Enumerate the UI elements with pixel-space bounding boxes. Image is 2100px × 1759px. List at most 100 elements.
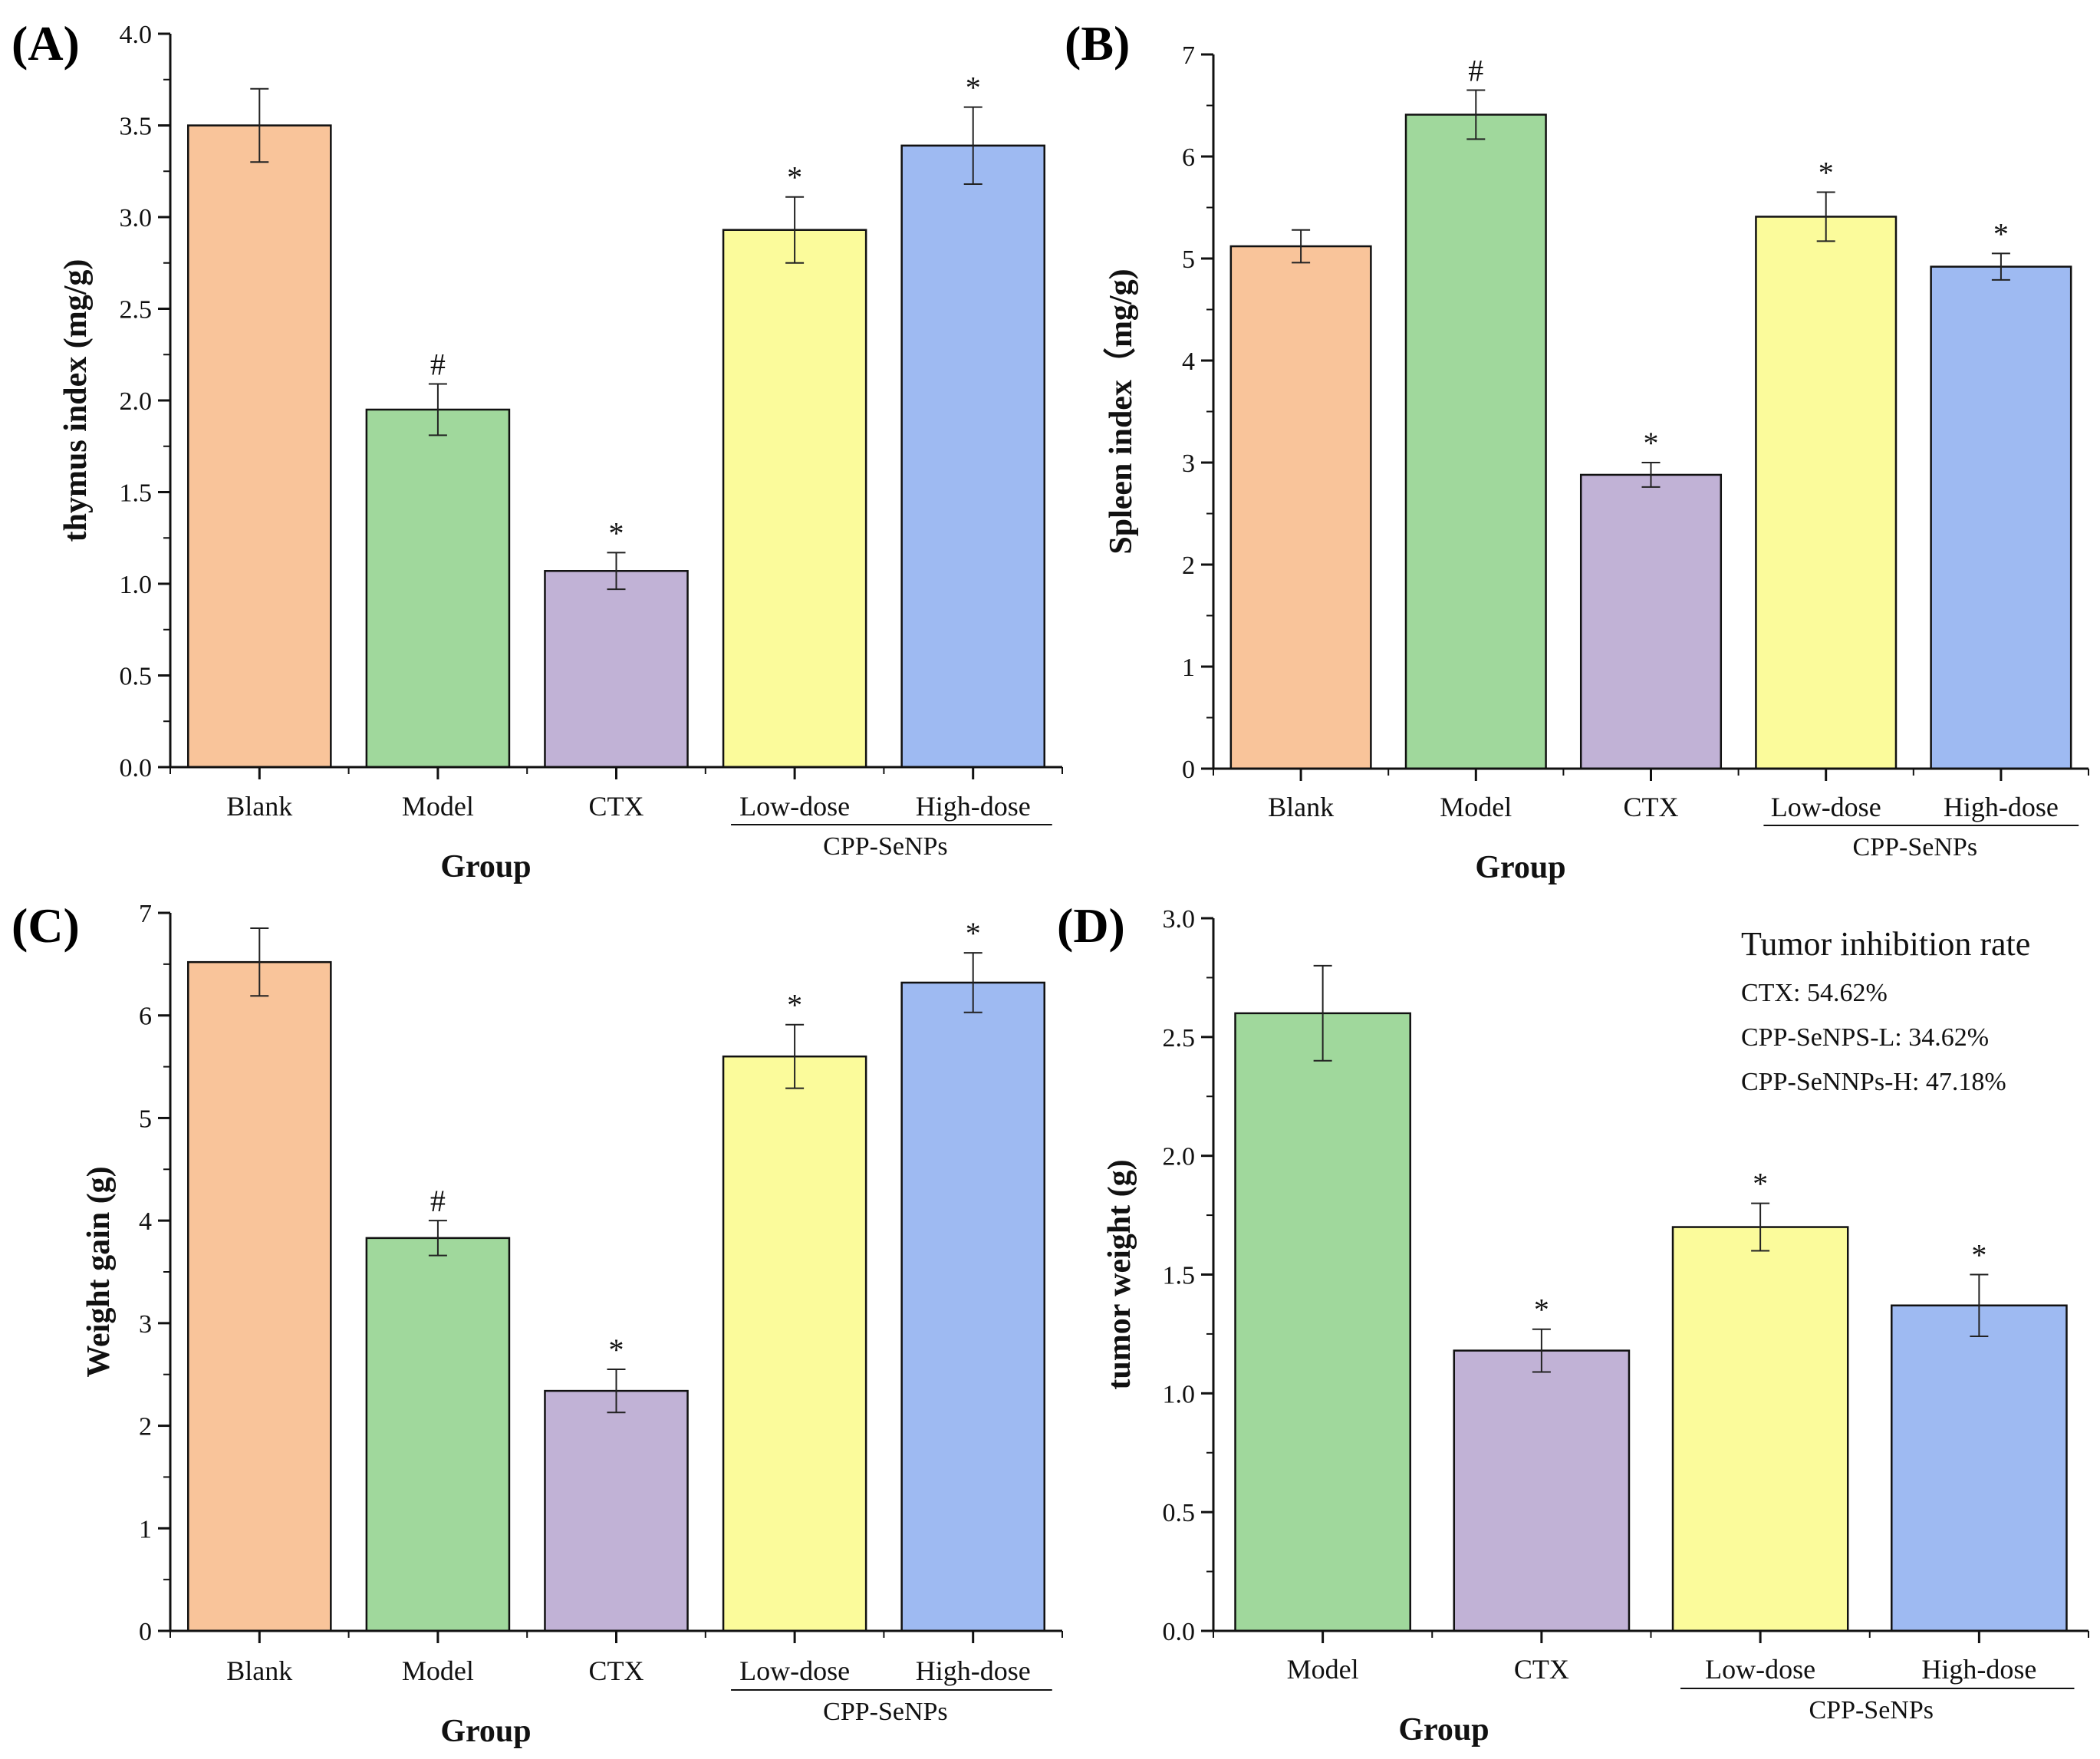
y-axis-title: tumor weight (g) xyxy=(1102,1159,1137,1389)
significance-mark: * xyxy=(966,71,981,105)
bar-high-dose xyxy=(1891,1304,2068,1632)
y-tick-label: 1.5 xyxy=(120,479,153,508)
x-category-label: CTX xyxy=(589,791,644,822)
bar-model xyxy=(365,1237,511,1632)
y-tick-label: 4 xyxy=(1182,348,1195,376)
y-tick-label: 2.0 xyxy=(1163,1143,1196,1171)
bar-low-dose xyxy=(722,1055,867,1632)
significance-mark: * xyxy=(787,160,802,195)
panel-label: (C) xyxy=(12,898,80,953)
x-category-label: Blank xyxy=(226,791,292,822)
y-tick-label: 5 xyxy=(1182,245,1195,274)
y-axis-title: Weight gain (g) xyxy=(81,1166,117,1377)
significance-mark: * xyxy=(1534,1293,1549,1327)
significance-mark: # xyxy=(430,347,446,381)
significance-mark: # xyxy=(1468,54,1483,88)
significance-mark: * xyxy=(787,988,802,1023)
panel-d: (D) * * * 0.0 0.5 1.0 1.5 2.0 2.5 3.0 Model CTX Lo… xyxy=(1057,898,2089,1747)
significance-mark: * xyxy=(1644,426,1659,460)
significance-mark: * xyxy=(609,516,624,550)
x-category-label: Model xyxy=(1440,792,1512,822)
y-tick-label: 1.0 xyxy=(120,571,153,599)
y-tick-label: 2 xyxy=(139,1413,152,1441)
bar-blank xyxy=(187,124,332,769)
x-category-label: Low-dose xyxy=(739,791,850,822)
x-category-label: Low-dose xyxy=(739,1655,850,1686)
y-tick-label: 6 xyxy=(139,1003,152,1031)
y-tick-label: 6 xyxy=(1182,143,1195,172)
x-category-label: High-dose xyxy=(1944,792,2059,822)
y-tick-label: 1.5 xyxy=(1163,1262,1196,1290)
significance-mark: # xyxy=(430,1184,446,1218)
y-tick-label: 7 xyxy=(139,900,152,928)
group-label: CPP-SeNPs xyxy=(823,832,948,861)
y-tick-label: 2.0 xyxy=(120,387,153,416)
bar-high-dose xyxy=(900,144,1045,769)
bar-low-dose xyxy=(1671,1226,1849,1632)
bar-model xyxy=(365,408,511,769)
bar-high-dose xyxy=(1930,265,2072,770)
y-tick-label: 3.0 xyxy=(1163,905,1196,934)
bar-high-dose xyxy=(900,981,1045,1632)
bar-blank xyxy=(1229,245,1372,770)
group-label: CPP-SeNPs xyxy=(823,1698,948,1726)
x-axis-title: Group xyxy=(440,1714,531,1749)
bar-low-dose xyxy=(1755,216,1898,770)
y-axis-title: thymus index (mg/g) xyxy=(58,259,94,542)
x-category-label: Low-dose xyxy=(1771,792,1881,822)
y-tick-label: 7 xyxy=(1182,41,1195,70)
y-tick-label: 5 xyxy=(139,1105,152,1133)
y-tick-label: 2.5 xyxy=(1163,1024,1196,1052)
significance-mark: * xyxy=(1753,1167,1768,1201)
y-tick-label: 0.0 xyxy=(120,754,153,782)
panel-a: (A) # * * * 0.0 0.5 1.0 1.5 2.0 2.5 3.0 3.5 4.0 Bla… xyxy=(12,16,1063,884)
y-tick-label: 0.0 xyxy=(1163,1618,1196,1646)
x-category-label: High-dose xyxy=(1921,1654,2036,1685)
annotation-title: Tumor inhibition rate xyxy=(1741,925,2030,963)
bar-blank xyxy=(187,960,332,1632)
y-tick-label: 3.5 xyxy=(120,113,153,141)
x-axis-title: Group xyxy=(440,849,531,884)
bar-model xyxy=(1234,1012,1411,1632)
y-tick-label: 1.0 xyxy=(1163,1380,1196,1408)
annotation-line: CPP-SeNPS-L: 34.62% xyxy=(1741,1023,1989,1052)
y-axis-title: Spleen index（mg/g) xyxy=(1103,268,1139,554)
x-category-label: Model xyxy=(402,1655,474,1686)
y-tick-label: 4 xyxy=(139,1207,152,1236)
y-tick-label: 1 xyxy=(1182,654,1195,682)
group-label: CPP-SeNPs xyxy=(1809,1696,1934,1724)
panel-b: (B) # * * * 0 1 2 3 4 5 6 7 Blank Model CTX Low-dose H… xyxy=(1065,16,2089,885)
y-tick-label: 2.5 xyxy=(120,296,153,324)
annotation-line: CPP-SeNNPs-H: 47.18% xyxy=(1741,1068,2006,1096)
x-category-label: Low-dose xyxy=(1705,1654,1815,1685)
bar-ctx xyxy=(1579,473,1723,770)
x-category-label: Blank xyxy=(226,1655,292,1686)
annotation-line: CTX: 54.62% xyxy=(1741,979,1888,1007)
panel-label: (B) xyxy=(1065,16,1130,71)
x-category-label: CTX xyxy=(589,1655,644,1686)
x-category-label: High-dose xyxy=(916,1655,1031,1686)
panel-c: (C) # * * * 0 1 2 3 4 5 6 7 Blank Model CTX Low-dose H… xyxy=(12,898,1063,1749)
x-category-label: Blank xyxy=(1268,792,1334,822)
y-tick-label: 0 xyxy=(139,1618,152,1646)
group-label: CPP-SeNPs xyxy=(1853,833,1978,861)
x-category-label: CTX xyxy=(1514,1654,1569,1685)
y-tick-label: 2 xyxy=(1182,552,1195,580)
significance-mark: * xyxy=(966,916,981,950)
x-category-label: CTX xyxy=(1624,792,1679,822)
y-tick-label: 1 xyxy=(139,1515,152,1543)
x-axis-title: Group xyxy=(1475,850,1565,885)
significance-mark: * xyxy=(1993,216,2009,251)
panel-label: (D) xyxy=(1057,898,1125,953)
significance-mark: * xyxy=(1819,156,1834,190)
y-tick-label: 3 xyxy=(139,1310,152,1339)
bar-low-dose xyxy=(722,229,867,769)
bar-ctx xyxy=(544,1389,689,1632)
bar-ctx xyxy=(1453,1349,1631,1632)
y-tick-label: 0.5 xyxy=(1163,1499,1196,1527)
x-category-label: High-dose xyxy=(916,791,1031,822)
x-category-label: Model xyxy=(402,791,474,822)
x-axis-title: Group xyxy=(1398,1712,1489,1747)
bar-ctx xyxy=(544,570,689,769)
